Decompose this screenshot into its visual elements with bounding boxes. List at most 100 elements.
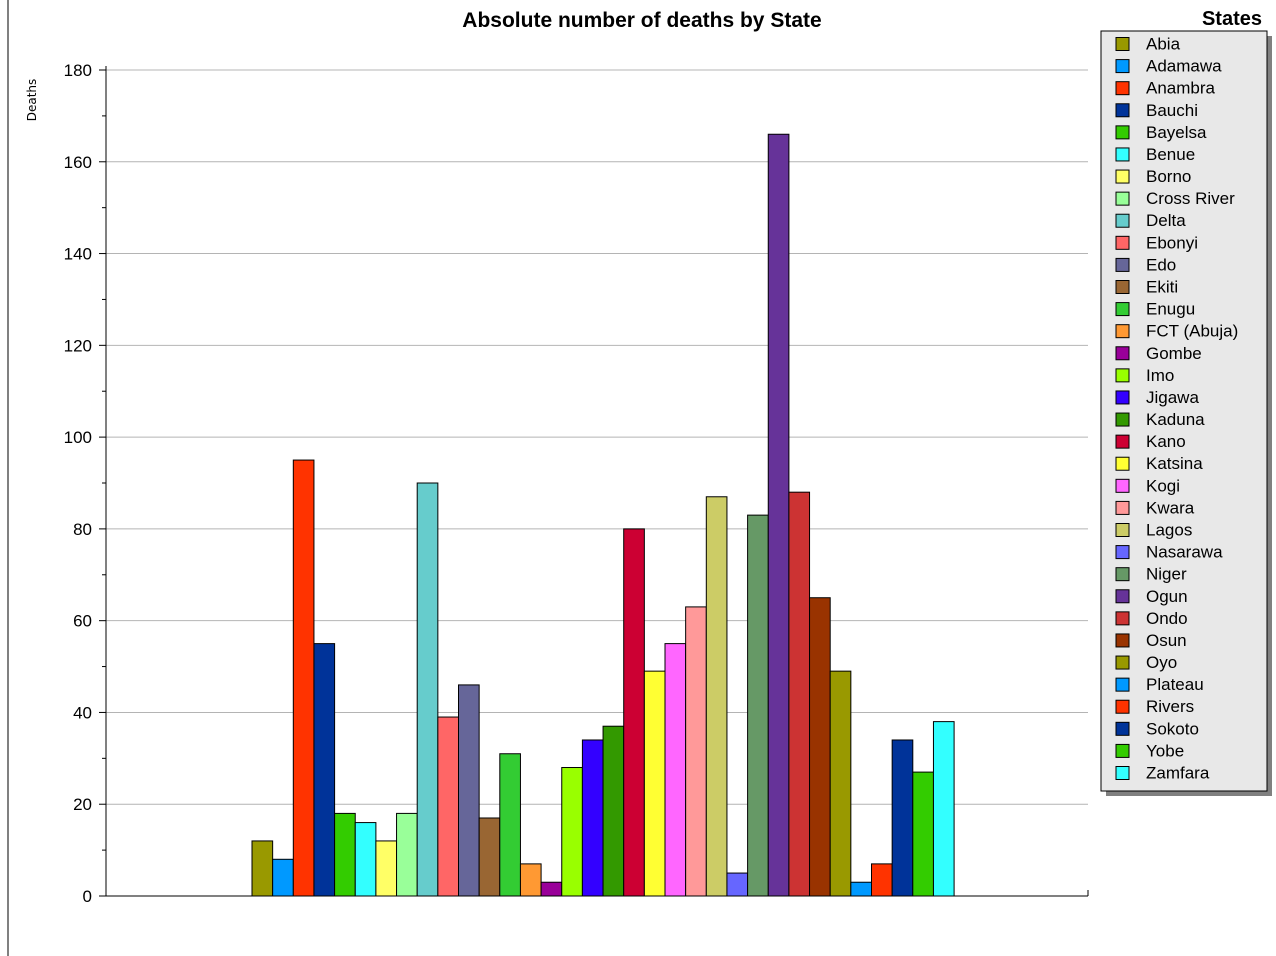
legend-swatch <box>1115 368 1130 383</box>
legend-label: FCT (Abuja) <box>1146 322 1238 341</box>
legend-label: Delta <box>1146 211 1186 230</box>
legend-swatch <box>1115 699 1130 714</box>
bar-jigawa <box>581 739 604 897</box>
legend-item: Nasarawa <box>1115 543 1223 562</box>
legend-item: Cross River <box>1115 189 1235 208</box>
y-tick-label: 40 <box>73 703 92 722</box>
legend-item: Ekiti <box>1115 278 1178 297</box>
bar-kwara <box>685 606 707 897</box>
legend-label: Jigawa <box>1146 388 1199 407</box>
legend-label: Kwara <box>1146 498 1195 517</box>
y-tick-label: 100 <box>64 428 92 447</box>
legend-item: Ondo <box>1115 609 1188 628</box>
bar-ondo <box>788 491 811 897</box>
legend-swatch <box>1115 280 1130 294</box>
bar-oyo <box>829 670 852 897</box>
legend-label: Ondo <box>1146 609 1188 628</box>
bar-borno <box>375 840 398 897</box>
legend-item: Kogi <box>1115 476 1180 495</box>
bar-ekiti <box>478 817 501 897</box>
legend-label: Kogi <box>1146 476 1180 495</box>
legend-item: Katsina <box>1115 454 1203 473</box>
legend-swatch <box>1115 655 1130 670</box>
bar-nasarawa <box>726 872 749 897</box>
legend-label: Bayelsa <box>1146 123 1207 142</box>
legend-item: Niger <box>1115 565 1187 584</box>
legend-label: Adamawa <box>1146 57 1222 76</box>
y-tick-label: 160 <box>64 153 92 172</box>
bar-plateau <box>850 881 872 897</box>
legend-item: Abia <box>1115 35 1181 54</box>
legend-item: Yobe <box>1115 741 1184 760</box>
legend-label: Katsina <box>1146 454 1203 473</box>
legend-label: Kaduna <box>1146 410 1205 429</box>
legend-swatch <box>1115 346 1130 361</box>
legend-swatch <box>1115 478 1130 493</box>
bar-delta <box>416 482 439 897</box>
legend-label: Anambra <box>1146 79 1216 98</box>
legend-swatch <box>1115 633 1130 648</box>
legend-swatch <box>1115 125 1130 140</box>
legend-item: Enugu <box>1115 300 1195 319</box>
legend-swatch <box>1115 434 1130 449</box>
bars <box>251 133 955 897</box>
legend-item: Lagos <box>1115 521 1192 540</box>
legend-item: Ebonyi <box>1115 233 1198 252</box>
legend-label: Gombe <box>1146 344 1202 363</box>
legend-label: Rivers <box>1146 697 1194 716</box>
legend-label: Enugu <box>1146 300 1195 319</box>
y-tick-label: 140 <box>64 245 92 264</box>
legend-label: Niger <box>1146 565 1187 584</box>
legend-label: Yobe <box>1146 741 1184 760</box>
legend-label: Bauchi <box>1146 101 1198 120</box>
legend-swatch <box>1115 81 1130 96</box>
legend-swatch <box>1115 743 1130 758</box>
legend-item: Kaduna <box>1115 410 1205 429</box>
legend-label: Osun <box>1146 631 1187 650</box>
legend-label: Ebonyi <box>1146 233 1198 252</box>
legend-swatch <box>1115 567 1130 582</box>
legend-label: Sokoto <box>1146 719 1199 738</box>
bar-zamfara <box>932 721 955 897</box>
y-tick-label: 0 <box>83 887 92 906</box>
bar-edo <box>458 684 480 897</box>
legend-title: States <box>1202 8 1262 30</box>
legend-item: Sokoto <box>1115 719 1199 738</box>
legend-swatch <box>1115 545 1130 560</box>
y-tick-label: 80 <box>73 520 92 539</box>
legend-item: FCT (Abuja) <box>1115 322 1238 341</box>
legend-item: Anambra <box>1115 79 1216 98</box>
bar-kogi <box>664 643 687 897</box>
legend-swatch <box>1115 721 1130 736</box>
legend-swatch <box>1115 191 1130 206</box>
legend-item: Rivers <box>1115 697 1194 716</box>
bar-adamawa <box>272 858 294 897</box>
bar-bayelsa <box>334 812 356 897</box>
y-tick-label: 180 <box>64 61 92 80</box>
legend-item: Zamfara <box>1115 764 1210 783</box>
bar-abia <box>251 840 274 897</box>
legend-item: Kwara <box>1115 498 1195 517</box>
legend-swatch <box>1115 302 1130 317</box>
y-tick-label: 20 <box>73 795 92 814</box>
legend-swatch <box>1115 235 1130 250</box>
legend-label: Zamfara <box>1146 764 1210 783</box>
bar-benue <box>354 822 377 897</box>
bar-imo <box>561 767 583 897</box>
legend-item: Oyo <box>1115 653 1177 672</box>
legend-swatch <box>1115 169 1130 184</box>
bar-osun <box>809 597 831 897</box>
legend-swatch <box>1115 500 1130 515</box>
bar-cross-river <box>396 812 418 897</box>
legend-label: Cross River <box>1146 189 1235 208</box>
legend-item: Plateau <box>1115 675 1204 694</box>
bar-yobe <box>912 771 934 897</box>
chart-title: Absolute number of deaths by State <box>462 9 821 32</box>
legend-items: Abia Adamawa Anambra Bauchi Bayelsa Benue Born… <box>1115 35 1238 783</box>
bar-kaduna <box>602 725 625 897</box>
bar-lagos <box>705 496 728 897</box>
bar-fct-abuja <box>519 863 542 897</box>
bar-bauchi <box>313 643 336 897</box>
bar-katsina <box>643 670 666 897</box>
